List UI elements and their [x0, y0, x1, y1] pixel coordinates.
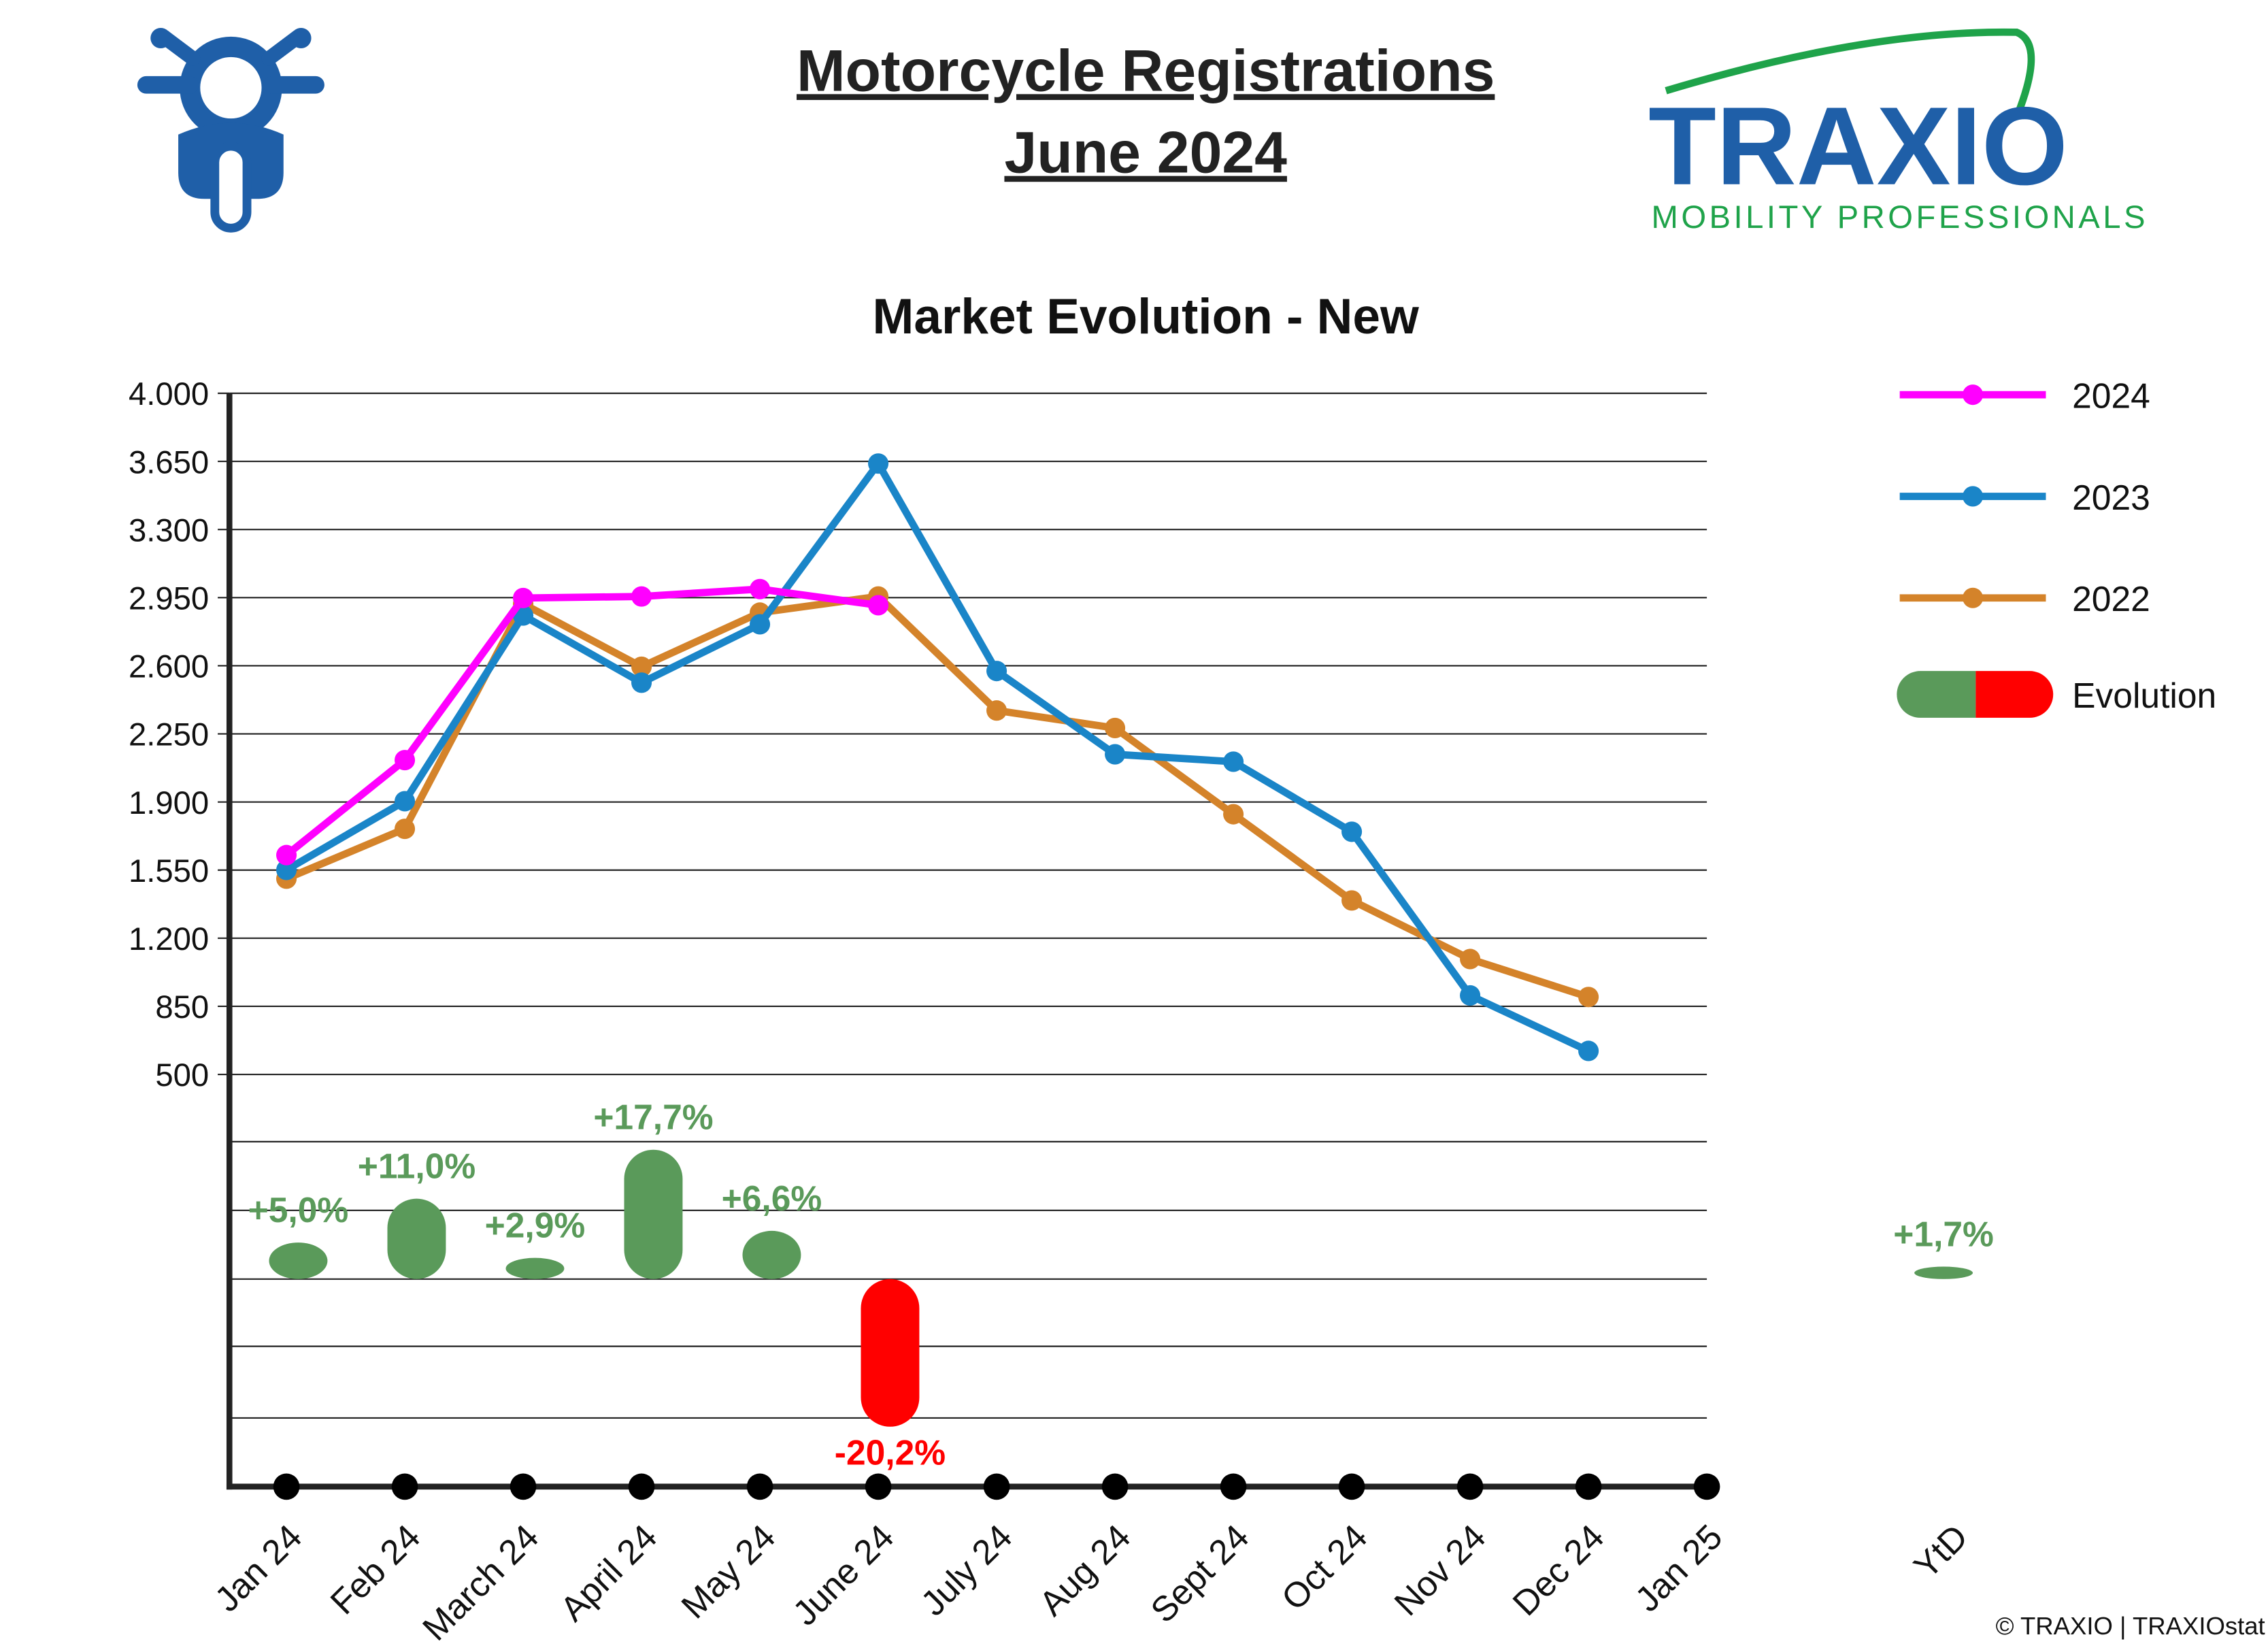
legend-label: 2024 [2072, 376, 2150, 415]
x-tick-mark [1101, 1473, 1129, 1500]
series-point [1578, 1040, 1599, 1061]
y-tick-label: 500 [155, 1057, 209, 1093]
evolution-bar [269, 1242, 328, 1279]
series-point [395, 791, 416, 812]
x-tick-label: Aug 24 [1031, 1517, 1138, 1624]
value-label: +5,0% [248, 1190, 349, 1230]
series-line [284, 585, 879, 858]
footer: © TRAXIO | TRAXIOstat [1996, 1612, 2265, 1640]
x-tick-label: Jan 25 [1627, 1517, 1729, 1619]
value-label: +6,6% [722, 1179, 822, 1218]
y-tick-label: 3.300 [129, 512, 209, 548]
x-tick-label: March 24 [415, 1517, 546, 1645]
series-point [986, 661, 1007, 682]
legend-marker [1963, 486, 1984, 507]
series-line [284, 459, 1590, 1055]
y-tick-label: 1.900 [129, 785, 209, 821]
evolution-bar [1914, 1266, 1973, 1279]
x-tick-mark [1575, 1473, 1602, 1500]
x-tick-label: Dec 24 [1505, 1517, 1612, 1624]
lower-grid [229, 1140, 1707, 1419]
legend-marker [1963, 587, 1984, 608]
series-point [750, 578, 771, 599]
x-tick-mark [746, 1473, 773, 1500]
series-point [276, 859, 297, 880]
motorcycle-icon [137, 27, 324, 233]
series-point [631, 656, 652, 677]
x-tick-mark [628, 1473, 655, 1500]
series-point [1105, 717, 1126, 738]
x-tick-mark [865, 1473, 892, 1500]
series-point [1223, 804, 1244, 825]
legend-marker [1963, 384, 1984, 406]
x-tick-mark [1220, 1473, 1247, 1500]
x-tick-label: May 24 [673, 1517, 783, 1626]
series-point [1460, 949, 1481, 970]
x-tick-mark [1338, 1473, 1365, 1500]
y-tick-label: 2.600 [129, 649, 209, 685]
series-point [631, 672, 652, 693]
x-tick-label: Oct 24 [1273, 1517, 1374, 1617]
x-tick-label: Nov 24 [1386, 1517, 1493, 1624]
series-point [750, 614, 771, 635]
series-point [631, 586, 652, 607]
value-label: +11,0% [358, 1147, 476, 1186]
series-point [513, 587, 534, 608]
value-label: -20,2% [835, 1433, 946, 1472]
value-label: +17,7% [593, 1098, 713, 1137]
page-title: June 2024 [1004, 120, 1287, 186]
series-point [395, 819, 416, 840]
x-tick-mark [983, 1473, 1010, 1500]
x-tick-label: Feb 24 [322, 1517, 427, 1621]
y-tick-label: 2.250 [129, 717, 209, 753]
x-tick-label: YtD [1906, 1517, 1975, 1586]
x-tick-mark [1456, 1473, 1484, 1500]
y-tick-label: 3.650 [129, 444, 209, 480]
y-tick-label: 1.200 [129, 921, 209, 957]
series-point [1341, 890, 1363, 911]
value-label: +2,9% [485, 1206, 586, 1245]
legend-label: Evolution [2072, 676, 2216, 715]
y-tick-label: 2.950 [129, 581, 209, 617]
y-tick-label: 4.000 [129, 376, 209, 412]
legend-label: 2022 [2072, 579, 2150, 619]
x-tick-label: Sept 24 [1143, 1517, 1256, 1630]
legend-swatch [1975, 671, 2054, 718]
logo-tagline: MOBILITY PROFESSIONALS [1651, 199, 2145, 235]
y-tick-label: 1.550 [129, 853, 209, 889]
chart-title: Market Evolution - New [873, 289, 1419, 344]
series-point [395, 750, 416, 771]
x-tick-label: April 24 [552, 1517, 665, 1629]
legend-label: 2023 [2072, 478, 2150, 517]
evolution-bar [861, 1279, 920, 1427]
logo-name: TRAXIO [1648, 84, 2068, 208]
series-point [986, 700, 1007, 721]
x-tick-label: July 24 [913, 1517, 1020, 1624]
evolution-bar [387, 1198, 446, 1279]
legend-swatch [1897, 671, 1976, 718]
series-point [1578, 987, 1599, 1008]
series-point [1341, 821, 1363, 842]
series-point [868, 595, 889, 616]
y-tick-label: 850 [155, 989, 209, 1025]
page-title: Motorcycle Registrations [797, 38, 1495, 103]
x-tick-label: Jan 24 [207, 1517, 309, 1619]
x-tick-mark [391, 1473, 418, 1500]
evolution-bar [505, 1257, 565, 1279]
x-tick-mark [510, 1473, 537, 1500]
series-point [276, 844, 297, 866]
series-point [1105, 744, 1126, 765]
x-tick-mark [1693, 1473, 1720, 1500]
series-point [1460, 985, 1481, 1006]
logo-swoosh [1665, 28, 2035, 118]
value-label: +1,7% [1893, 1214, 1994, 1253]
series-point [1223, 751, 1244, 772]
x-tick-mark [273, 1473, 300, 1500]
x-tick-label: June 24 [785, 1517, 901, 1633]
series-point [868, 453, 889, 474]
evolution-bar [742, 1230, 801, 1279]
evolution-bar [624, 1149, 683, 1279]
